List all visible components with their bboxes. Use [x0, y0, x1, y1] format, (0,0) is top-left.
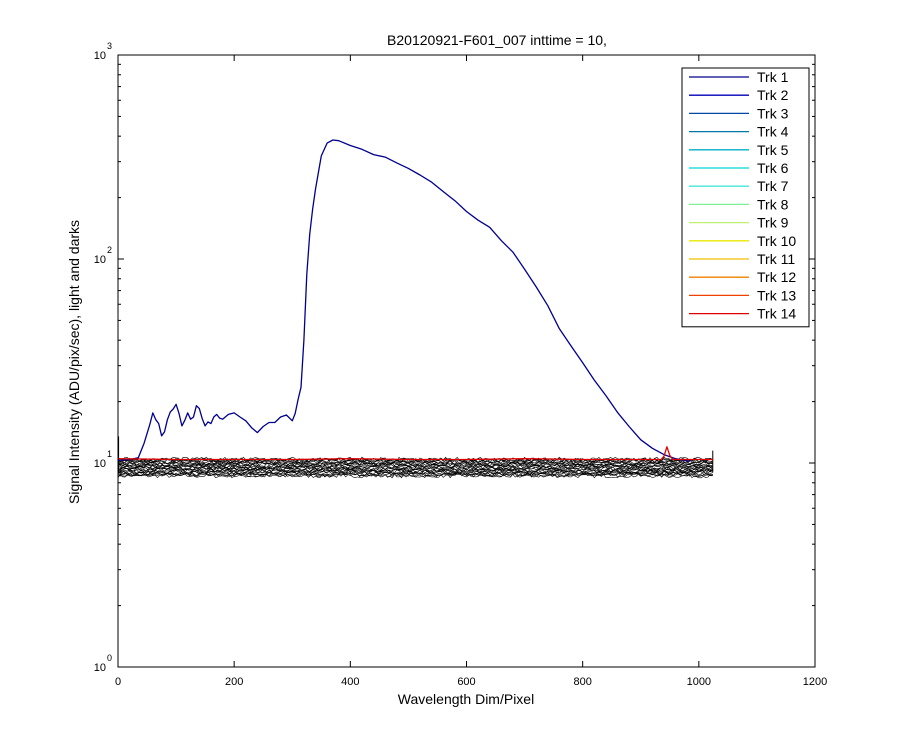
x-tick-label: 0 [115, 676, 121, 688]
legend-label: Trk 7 [757, 178, 789, 194]
y-tick-exponent: 1 [107, 449, 112, 459]
dark-trace [117, 464, 713, 470]
y-tick-label: 10 [94, 662, 106, 674]
x-axis-label: Wavelength Dim/Pixel [398, 691, 534, 707]
chart-title: B20120921-F601_007 inttime = 10, [387, 32, 607, 48]
legend-label: Trk 9 [757, 215, 789, 231]
legend-label: Trk 12 [757, 269, 796, 285]
legend-label: Trk 8 [757, 196, 789, 212]
dark-trace [117, 460, 713, 465]
dark-frames-band [117, 436, 714, 479]
y-tick-exponent: 3 [107, 41, 112, 51]
dark-trace [117, 457, 713, 463]
series-line-trk-14 [117, 446, 714, 461]
y-tick-exponent: 0 [107, 653, 112, 663]
legend-box [681, 67, 810, 328]
legend-label: Trk 3 [757, 105, 789, 121]
y-tick-label: 10 [94, 458, 106, 470]
legend-label: Trk 13 [757, 287, 796, 303]
y-tick-label: 10 [94, 254, 106, 266]
x-tick-label: 400 [341, 676, 359, 688]
x-tick-label: 1200 [803, 676, 827, 688]
series-line-trk-1 [117, 139, 691, 462]
y-tick-exponent: 2 [107, 245, 112, 255]
legend-label: Trk 4 [757, 124, 789, 140]
legend-label: Trk 6 [757, 160, 789, 176]
legend-label: Trk 2 [757, 87, 789, 103]
legend-label: Trk 1 [757, 69, 789, 85]
legend-label: Trk 5 [757, 142, 789, 158]
legend: Trk 1 Trk 2 Trk 3 Trk 4 Trk 5 Trk 6 Trk 7 Trk 8… [681, 67, 810, 328]
x-tick-label: 800 [573, 676, 591, 688]
y-tick-label: 10 [94, 50, 106, 62]
legend-label: Trk 11 [757, 251, 795, 267]
dark-trace [117, 472, 713, 477]
dark-trace [117, 462, 713, 468]
series-layer [117, 139, 714, 462]
x-tick-label: 1000 [687, 676, 711, 688]
y-axis-label: Signal Intensity (ADU/pix/sec), light an… [66, 220, 82, 504]
legend-label: Trk 10 [757, 233, 796, 249]
dark-trace [117, 471, 713, 477]
legend-label: Trk 14 [757, 306, 796, 322]
x-tick-label: 600 [457, 676, 475, 688]
x-tick-label: 200 [225, 676, 243, 688]
